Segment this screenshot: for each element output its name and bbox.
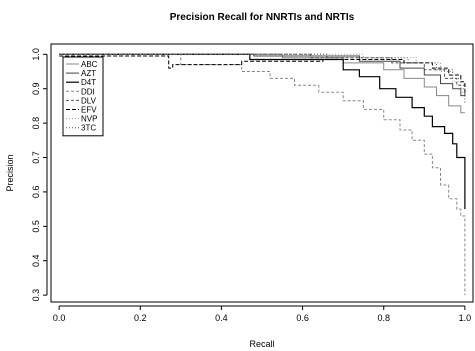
x-axis-title: Recall	[249, 339, 274, 349]
series-line-dlv	[59, 53, 466, 99]
legend-label: D4T	[81, 78, 96, 87]
legend-label: 3TC	[81, 124, 96, 133]
x-tick-label: 0.0	[53, 313, 66, 323]
legend-label: DLV	[81, 96, 97, 105]
series-layer	[59, 53, 466, 296]
chart-title: Precision Recall for NNRTIs and NRTIs	[170, 12, 355, 23]
legend-label: NVP	[81, 115, 97, 124]
plot-frame	[50, 43, 474, 303]
x-axis: 0.0 0.2 0.4 0.6 0.8 1.0	[53, 305, 472, 323]
series-line-ddi	[59, 53, 466, 296]
y-tick-label: 0.5	[31, 220, 41, 233]
legend-label: AZT	[81, 69, 96, 78]
x-tick-label: 0.4	[215, 313, 228, 323]
x-tick-label: 0.2	[134, 313, 147, 323]
y-axis-title: Precision	[5, 154, 15, 191]
series-line-d4t	[59, 53, 466, 210]
y-tick-label: 0.7	[31, 151, 41, 164]
x-tick-label: 0.8	[377, 313, 390, 323]
x-tick-label: 0.6	[296, 313, 309, 323]
legend-label: DDI	[81, 87, 95, 96]
y-tick-label: 0.8	[31, 117, 41, 130]
y-tick-label: 0.4	[31, 254, 41, 267]
y-axis: 0.3 0.4 0.5 0.6 0.7 0.8 0.9 1.0	[31, 48, 48, 302]
y-tick-label: 0.9	[31, 82, 41, 95]
y-tick-label: 0.3	[31, 289, 41, 302]
y-tick-label: 0.6	[31, 186, 41, 199]
legend-box	[62, 56, 104, 137]
legend-label: ABC	[81, 60, 98, 69]
y-tick-label: 1.0	[31, 48, 41, 61]
legend-label: EFV	[81, 106, 97, 115]
series-line-azt	[59, 53, 465, 97]
x-tick-label: 1.0	[459, 313, 472, 323]
